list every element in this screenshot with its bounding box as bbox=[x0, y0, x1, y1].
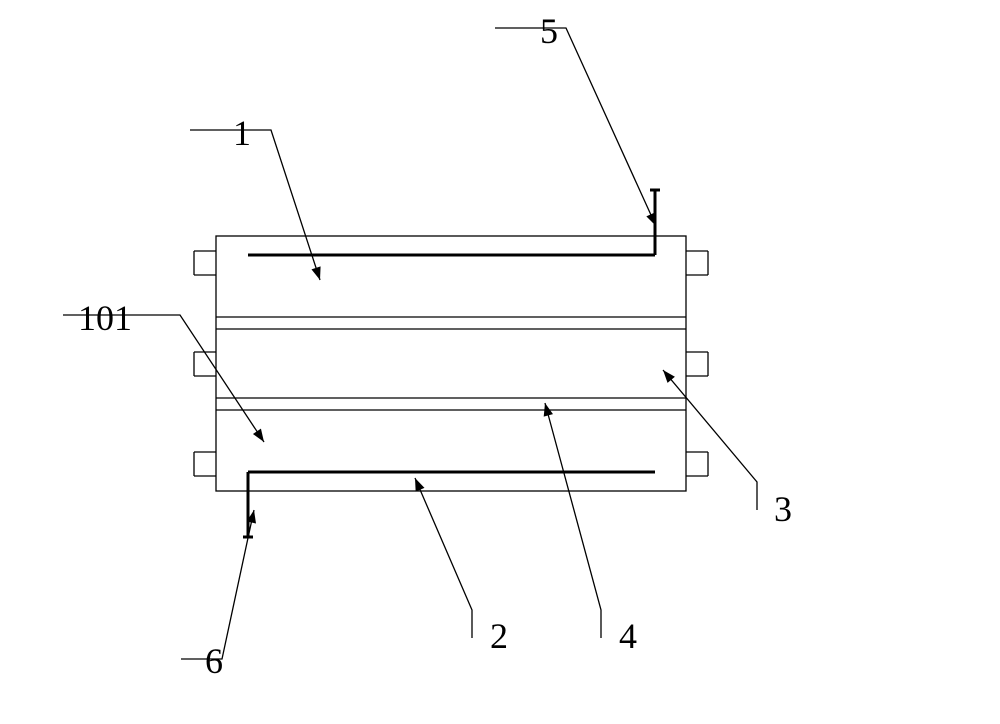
label-4: 4 bbox=[619, 615, 637, 657]
label-1: 1 bbox=[233, 112, 251, 154]
label-3: 3 bbox=[774, 488, 792, 530]
label-101: 101 bbox=[78, 297, 132, 339]
label-2: 2 bbox=[490, 615, 508, 657]
label-6: 6 bbox=[205, 640, 223, 682]
diagram-canvas: 1 5 101 3 2 4 6 bbox=[0, 0, 1000, 724]
label-5: 5 bbox=[540, 10, 558, 52]
